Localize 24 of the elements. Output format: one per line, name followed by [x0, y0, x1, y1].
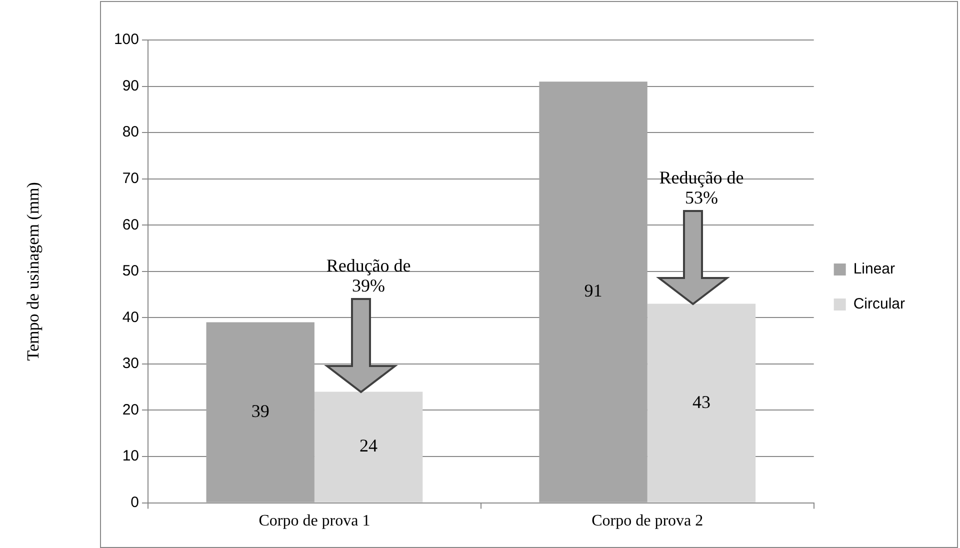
- y-tick-label: 80: [122, 124, 139, 141]
- y-tick-label: 60: [122, 216, 139, 234]
- legend-label: Circular: [853, 296, 906, 313]
- data-label: 24: [360, 436, 378, 456]
- x-tick-label: Corpo de prova 2: [592, 512, 704, 530]
- data-label: 91: [584, 280, 602, 301]
- annotation: Redução de 39%: [326, 255, 411, 296]
- legend-label: Linear: [853, 260, 896, 278]
- y-tick-label: 10: [122, 448, 139, 465]
- data-label: 39: [251, 401, 270, 422]
- y-tick-label: 20: [122, 401, 139, 418]
- y-axis-title: Tempo de usinagem (mm): [24, 182, 43, 361]
- y-tick-label: 100: [114, 31, 139, 48]
- y-tick-label: 90: [122, 77, 139, 94]
- annotation: Redução de 53%: [659, 168, 744, 208]
- y-tick-label: 50: [122, 262, 139, 280]
- data-label: 43: [692, 392, 710, 412]
- bar: [539, 82, 648, 502]
- bar: [206, 322, 314, 502]
- y-tick-label: 0: [130, 494, 139, 511]
- y-tick-label: 70: [122, 170, 139, 187]
- x-tick-label: Corpo de prova 1: [258, 512, 370, 530]
- y-tick-label: 40: [122, 308, 139, 326]
- y-tick-label: 30: [122, 355, 139, 372]
